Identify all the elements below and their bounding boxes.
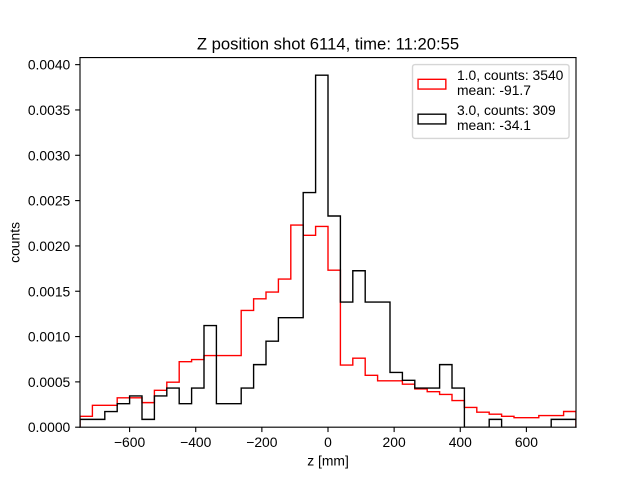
svg-text:z [mm]: z [mm] xyxy=(307,452,349,468)
svg-text:1.0, counts: 3540: 1.0, counts: 3540 xyxy=(457,67,564,83)
svg-text:0.0015: 0.0015 xyxy=(28,283,71,299)
svg-text:0.0005: 0.0005 xyxy=(28,374,71,390)
svg-text:0.0035: 0.0035 xyxy=(28,102,71,118)
svg-text:0.0030: 0.0030 xyxy=(28,147,71,163)
svg-text:0.0020: 0.0020 xyxy=(28,238,71,254)
svg-text:−400: −400 xyxy=(180,434,212,450)
svg-text:mean: -91.7: mean: -91.7 xyxy=(457,82,531,98)
svg-text:0.0025: 0.0025 xyxy=(28,193,71,209)
svg-text:0: 0 xyxy=(324,434,332,450)
svg-text:400: 400 xyxy=(449,434,472,450)
svg-text:3.0, counts: 309: 3.0, counts: 309 xyxy=(457,102,556,118)
svg-text:Z position shot 6114, time: 11: Z position shot 6114, time: 11:20:55 xyxy=(197,34,459,53)
svg-text:−600: −600 xyxy=(114,434,146,450)
svg-text:−200: −200 xyxy=(246,434,278,450)
svg-text:counts: counts xyxy=(6,222,22,263)
svg-text:mean: -34.1: mean: -34.1 xyxy=(457,117,531,133)
svg-text:600: 600 xyxy=(515,434,538,450)
svg-text:200: 200 xyxy=(383,434,406,450)
svg-text:0.0040: 0.0040 xyxy=(28,57,71,73)
svg-text:0.0000: 0.0000 xyxy=(28,419,71,435)
svg-text:0.0010: 0.0010 xyxy=(28,329,71,345)
